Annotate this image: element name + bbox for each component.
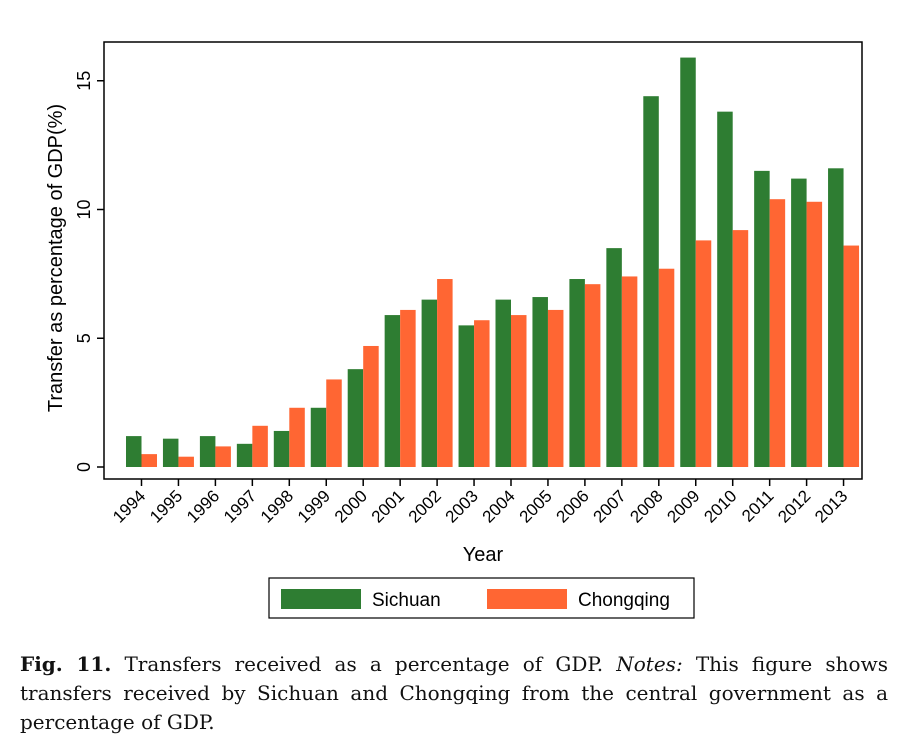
- y-tick-label: 0: [74, 462, 94, 472]
- x-tick-label: 2003: [442, 486, 482, 526]
- bar-chongqing-2004: [511, 315, 527, 467]
- figure-caption: Fig. 11. Transfers received as a percent…: [20, 650, 888, 737]
- bar-sichuan-2012: [791, 178, 807, 467]
- bar-sichuan-1997: [236, 443, 253, 467]
- x-tick-label: 1999: [294, 486, 334, 526]
- x-tick-label: 2010: [700, 486, 740, 526]
- bar-sichuan-1998: [273, 430, 290, 467]
- bar-chongqing-2006: [584, 284, 601, 467]
- bar-chongqing-2008: [658, 268, 675, 467]
- bar-chongqing-1999: [326, 379, 342, 467]
- bar-chongqing-2013: [843, 245, 860, 467]
- x-tick-label: 2013: [811, 486, 851, 526]
- bar-chongqing-2002: [437, 279, 453, 467]
- bar-chongqing-2000: [363, 345, 379, 467]
- x-tick-label: 2000: [331, 486, 371, 526]
- bar-sichuan-1999: [310, 407, 327, 467]
- bar-sichuan-2000: [347, 369, 364, 467]
- bar-sichuan-2005: [532, 297, 548, 467]
- x-tick-label: 1998: [257, 486, 297, 526]
- bar-sichuan-2007: [606, 248, 622, 467]
- plot-frame: [103, 41, 863, 480]
- bar-chongqing-2010: [732, 230, 749, 467]
- bar-sichuan-2013: [828, 168, 844, 468]
- bar-chongqing-2007: [621, 276, 638, 467]
- x-tick-label: 2007: [589, 486, 629, 526]
- x-tick-label: 2002: [405, 486, 445, 526]
- bar-chongqing-1995: [178, 456, 194, 467]
- x-tick-label: 1996: [183, 486, 223, 526]
- bar-sichuan-1995: [162, 438, 179, 467]
- x-tick-label: 2011: [738, 486, 777, 525]
- y-axis-label: Transfer as percentage of GDP(%): [45, 104, 67, 412]
- x-tick-label: 2006: [553, 486, 593, 526]
- x-axis-label: Year: [463, 544, 504, 566]
- y-tick-label: 15: [74, 71, 94, 91]
- x-tick-label: 2001: [368, 486, 408, 526]
- caption-label: Fig. 11.: [20, 652, 112, 676]
- bar-chongqing-2005: [547, 309, 564, 467]
- bar-sichuan-2003: [458, 325, 475, 467]
- caption-text: Transfers received as a percentage of GD…: [124, 652, 604, 676]
- legend: Sichuan Chongqing: [268, 577, 695, 619]
- bar-sichuan-2008: [643, 96, 659, 467]
- y-tick-label: 5: [74, 333, 94, 343]
- bar-sichuan-2002: [421, 299, 438, 467]
- bar-chongqing-2001: [400, 309, 416, 467]
- bar-chongqing-2009: [695, 240, 712, 467]
- x-tick-label: 2004: [479, 486, 519, 526]
- x-tick-label: 2012: [774, 486, 814, 526]
- bar-chongqing-1994: [141, 454, 157, 467]
- bar-sichuan-2009: [680, 57, 696, 467]
- x-tick-label: 2009: [663, 486, 703, 526]
- x-tick-label: 1994: [109, 486, 149, 526]
- legend-label-sichuan: Sichuan: [372, 590, 441, 611]
- bar-sichuan-1996: [199, 436, 216, 467]
- bar-sichuan-2010: [717, 111, 733, 468]
- bar-sichuan-1994: [126, 436, 142, 467]
- bar-chongqing-1998: [289, 407, 305, 467]
- bar-chongqing-2012: [806, 201, 823, 467]
- bar-chongqing-2003: [474, 320, 490, 467]
- x-tick-label: 1997: [220, 486, 260, 526]
- bar-sichuan-2001: [384, 315, 401, 467]
- x-tick-label: 1995: [146, 486, 186, 526]
- bar-chongqing-1997: [252, 425, 268, 467]
- caption-notes-text: This figure shows transfers received by …: [20, 652, 888, 734]
- x-tick-label: 2005: [516, 486, 556, 526]
- bar-sichuan-2006: [569, 279, 585, 467]
- plot-area: 0510151994199519961997199819992000200120…: [74, 41, 863, 527]
- caption-notes-label: Notes:: [616, 652, 683, 676]
- y-tick-label: 10: [74, 199, 94, 219]
- bar-sichuan-2004: [495, 299, 511, 467]
- bar-sichuan-2011: [754, 170, 770, 467]
- x-tick-label: 2008: [626, 486, 666, 526]
- bar-chongqing-1996: [215, 446, 231, 467]
- legend-swatch-chongqing: [487, 589, 567, 609]
- bar-chart: 0510151994199519961997199819992000200120…: [45, 41, 863, 619]
- bar-chongqing-2011: [769, 199, 786, 467]
- legend-swatch-sichuan: [281, 589, 361, 609]
- legend-label-chongqing: Chongqing: [578, 590, 670, 611]
